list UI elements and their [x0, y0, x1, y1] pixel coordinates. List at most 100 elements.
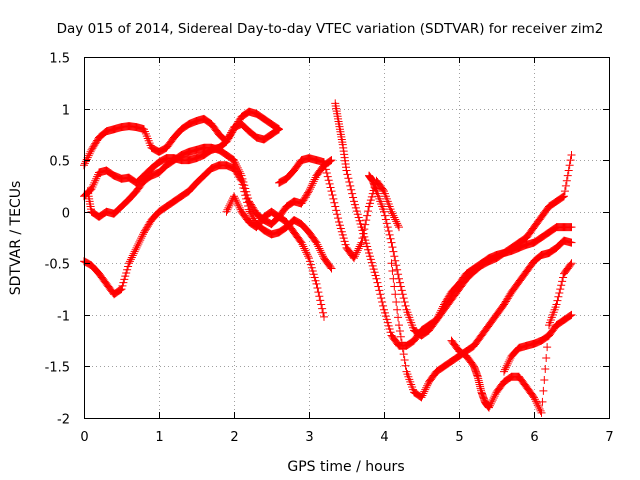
- data-point: [305, 257, 314, 266]
- y-tick-label: 0: [62, 207, 70, 222]
- data-point: [420, 387, 429, 396]
- data-point: [358, 226, 367, 235]
- data-point: [542, 354, 551, 363]
- data-point: [382, 219, 391, 228]
- data-point: [230, 194, 239, 203]
- x-tick-labels: 0 1 2 3 4 5 6 7: [80, 430, 613, 445]
- data-point: [490, 392, 499, 401]
- data-point: [362, 239, 371, 248]
- data-point: [553, 296, 562, 305]
- data-point: [533, 401, 542, 410]
- data-point: [565, 312, 574, 321]
- plot-frame: [84, 57, 610, 419]
- data-point: [384, 227, 393, 236]
- data-point: [538, 397, 547, 406]
- x-tick-label: 2: [230, 430, 238, 445]
- data-point: [380, 211, 389, 220]
- data-point: [361, 236, 370, 245]
- data-point: [384, 321, 393, 330]
- x-axis-label: GPS time / hours: [287, 459, 404, 475]
- data-point: [392, 217, 401, 226]
- data-point: [316, 296, 325, 305]
- data-point: [90, 178, 99, 187]
- data-point: [350, 254, 358, 263]
- data-point: [89, 180, 98, 189]
- data-point: [86, 147, 95, 156]
- data-point: [535, 404, 544, 413]
- data-point: [385, 325, 394, 334]
- data-point: [356, 219, 365, 228]
- data-point: [485, 403, 493, 412]
- data-point: [556, 285, 565, 294]
- data-point: [560, 192, 568, 201]
- data-point: [273, 126, 282, 135]
- data-point: [326, 183, 335, 192]
- data-point: [395, 278, 404, 287]
- data-point: [227, 128, 236, 137]
- data-point: [117, 285, 126, 294]
- data-point: [243, 190, 252, 199]
- data-point: [129, 249, 138, 258]
- data-point: [231, 196, 240, 205]
- data-point: [315, 292, 324, 301]
- data-point: [275, 125, 283, 134]
- data-point: [132, 243, 141, 252]
- data-point: [540, 375, 549, 384]
- y-tick-label: 0.5: [49, 155, 70, 170]
- data-point: [135, 238, 144, 247]
- data-point: [230, 192, 238, 201]
- data-point: [304, 188, 313, 197]
- data-point: [395, 223, 403, 232]
- data-point: [351, 203, 360, 212]
- data-point: [375, 286, 384, 295]
- data-point: [327, 156, 336, 165]
- data-point: [555, 288, 564, 297]
- data-point: [557, 281, 566, 290]
- data-point: [397, 338, 406, 347]
- data-point: [537, 408, 546, 417]
- data-point: [134, 239, 143, 248]
- data-point: [503, 359, 512, 368]
- data-point: [387, 238, 396, 247]
- data-point: [395, 326, 404, 335]
- data-point: [317, 300, 326, 309]
- data-point: [315, 244, 324, 253]
- satellite-track-4: [83, 143, 336, 229]
- data-point: [325, 179, 334, 188]
- satellite-track-10: [447, 259, 576, 417]
- data-point: [116, 285, 125, 294]
- data-point: [501, 363, 510, 372]
- data-point: [393, 305, 402, 314]
- data-point: [395, 321, 403, 330]
- data-point: [310, 175, 319, 184]
- data-point: [333, 210, 342, 219]
- data-point: [310, 273, 319, 282]
- data-point: [306, 183, 315, 192]
- data-point: [365, 252, 374, 261]
- data-point: [349, 193, 358, 202]
- data-point: [486, 399, 495, 408]
- data-point: [346, 181, 355, 190]
- data-point: [394, 313, 403, 322]
- data-point: [394, 221, 403, 230]
- data-point: [489, 394, 498, 403]
- x-tick-label: 5: [455, 430, 463, 445]
- data-point: [380, 308, 389, 317]
- data-point: [350, 197, 358, 206]
- data-point: [344, 174, 353, 183]
- data-point: [491, 390, 500, 399]
- data-point: [226, 130, 235, 139]
- data-point: [488, 395, 497, 404]
- data-point: [355, 216, 364, 225]
- data-point: [400, 355, 409, 364]
- data-point: [364, 245, 373, 254]
- data-point: [500, 367, 508, 376]
- data-point: [357, 223, 366, 232]
- data-point: [561, 181, 570, 190]
- y-tick-label: -0.5: [45, 258, 70, 273]
- data-point: [362, 216, 371, 225]
- data-point: [360, 232, 369, 241]
- data-point: [223, 205, 232, 214]
- data-point: [232, 161, 241, 170]
- data-point: [91, 176, 100, 185]
